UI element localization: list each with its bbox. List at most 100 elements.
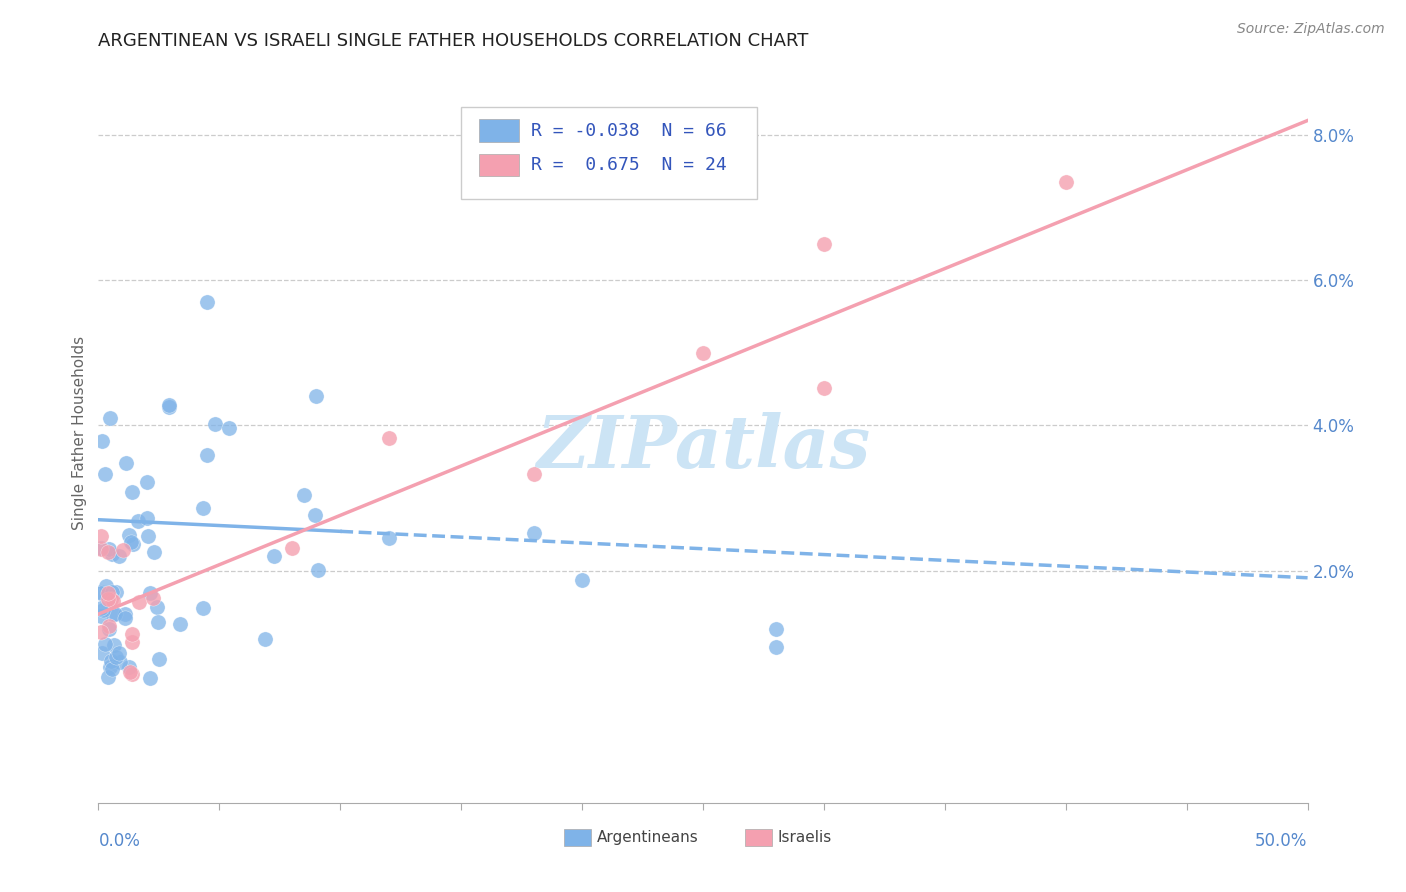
FancyBboxPatch shape xyxy=(461,107,758,200)
Point xyxy=(107,646,129,660)
Point xyxy=(138,585,160,599)
Point xyxy=(121,635,143,649)
Point xyxy=(90,601,112,615)
Point xyxy=(307,563,329,577)
Point xyxy=(97,542,120,557)
Text: 0.0%: 0.0% xyxy=(98,832,141,850)
Text: ARGENTINEAN VS ISRAELI SINGLE FATHER HOUSEHOLDS CORRELATION CHART: ARGENTINEAN VS ISRAELI SINGLE FATHER HOU… xyxy=(98,32,808,50)
Point xyxy=(765,640,787,654)
Point xyxy=(191,601,214,615)
Point xyxy=(114,611,136,625)
Point xyxy=(305,389,328,403)
Point xyxy=(136,529,159,543)
Point xyxy=(121,627,143,641)
Point xyxy=(105,585,128,599)
Point xyxy=(136,510,159,524)
Bar xyxy=(479,120,519,142)
Point xyxy=(281,541,304,556)
Point xyxy=(204,417,226,431)
Bar xyxy=(745,830,772,846)
Point xyxy=(218,421,240,435)
Point xyxy=(103,607,125,622)
Point xyxy=(100,592,122,607)
Point xyxy=(90,434,112,448)
Point xyxy=(97,670,120,684)
Point xyxy=(103,639,125,653)
Point xyxy=(97,545,120,559)
Point xyxy=(292,488,315,502)
Point xyxy=(304,508,326,522)
Point xyxy=(114,607,136,621)
Point xyxy=(142,591,165,605)
Point xyxy=(91,646,114,660)
Point xyxy=(103,593,125,607)
Point xyxy=(108,549,131,563)
Point xyxy=(120,535,142,549)
Point xyxy=(101,585,124,599)
Point xyxy=(157,399,180,413)
Point xyxy=(127,514,149,528)
Point xyxy=(90,541,112,555)
Point xyxy=(263,549,285,563)
Text: Argentineans: Argentineans xyxy=(596,830,699,845)
Point xyxy=(117,659,139,673)
Point xyxy=(90,624,112,639)
Point xyxy=(90,609,112,624)
Point xyxy=(765,622,787,636)
Point xyxy=(97,585,120,599)
Point xyxy=(90,529,112,543)
Point xyxy=(148,652,170,666)
Point xyxy=(112,543,135,558)
Point xyxy=(253,632,276,646)
Point xyxy=(169,616,191,631)
Point xyxy=(90,586,112,600)
Bar xyxy=(564,830,591,846)
Point xyxy=(195,448,218,462)
Point xyxy=(90,542,112,557)
Bar xyxy=(479,153,519,176)
Point xyxy=(377,532,399,546)
Point xyxy=(94,637,117,651)
Text: Israelis: Israelis xyxy=(778,830,832,845)
Point xyxy=(523,467,546,482)
Point xyxy=(139,672,162,686)
Point xyxy=(122,537,145,551)
Point xyxy=(813,236,835,251)
Point xyxy=(1054,175,1077,189)
Point xyxy=(104,650,127,665)
Point xyxy=(157,400,180,414)
Point xyxy=(120,665,142,679)
Text: 50.0%: 50.0% xyxy=(1256,832,1308,850)
Point xyxy=(101,662,124,676)
Text: Source: ZipAtlas.com: Source: ZipAtlas.com xyxy=(1237,22,1385,37)
Text: R =  0.675  N = 24: R = 0.675 N = 24 xyxy=(531,155,727,174)
Point xyxy=(97,591,120,606)
Point xyxy=(143,545,166,559)
Point xyxy=(96,579,118,593)
Point xyxy=(195,295,218,310)
Point xyxy=(128,595,150,609)
Point xyxy=(98,618,121,632)
Point xyxy=(103,607,125,621)
Text: ZIPatlas: ZIPatlas xyxy=(536,412,870,483)
Point xyxy=(813,380,835,394)
Point xyxy=(191,500,214,515)
Point xyxy=(115,456,138,470)
Point xyxy=(90,584,112,599)
Point xyxy=(377,431,399,445)
Point xyxy=(121,667,143,681)
Point xyxy=(118,528,141,542)
Point xyxy=(692,346,714,360)
Point xyxy=(571,573,593,587)
Y-axis label: Single Father Households: Single Father Households xyxy=(72,335,87,530)
Point xyxy=(100,654,122,668)
Point xyxy=(146,599,169,614)
Point xyxy=(135,475,157,489)
Text: R = -0.038  N = 66: R = -0.038 N = 66 xyxy=(531,121,727,139)
Point xyxy=(98,659,121,673)
Point xyxy=(98,622,121,636)
Point xyxy=(148,615,170,629)
Point xyxy=(523,526,546,541)
Point xyxy=(108,655,131,669)
Point xyxy=(101,547,124,561)
